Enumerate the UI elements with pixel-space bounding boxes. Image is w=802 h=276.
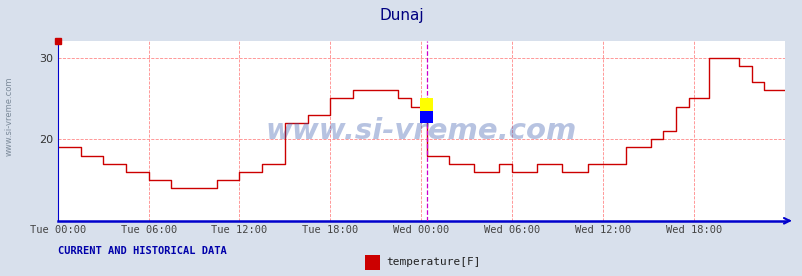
Text: CURRENT AND HISTORICAL DATA: CURRENT AND HISTORICAL DATA	[58, 246, 226, 256]
Bar	[419, 99, 432, 111]
Text: temperature[F]: temperature[F]	[386, 257, 480, 267]
Text: Dunaj: Dunaj	[379, 8, 423, 23]
Bar	[419, 111, 432, 123]
Text: www.si-vreme.com: www.si-vreme.com	[265, 117, 576, 145]
Text: www.si-vreme.com: www.si-vreme.com	[5, 76, 14, 156]
